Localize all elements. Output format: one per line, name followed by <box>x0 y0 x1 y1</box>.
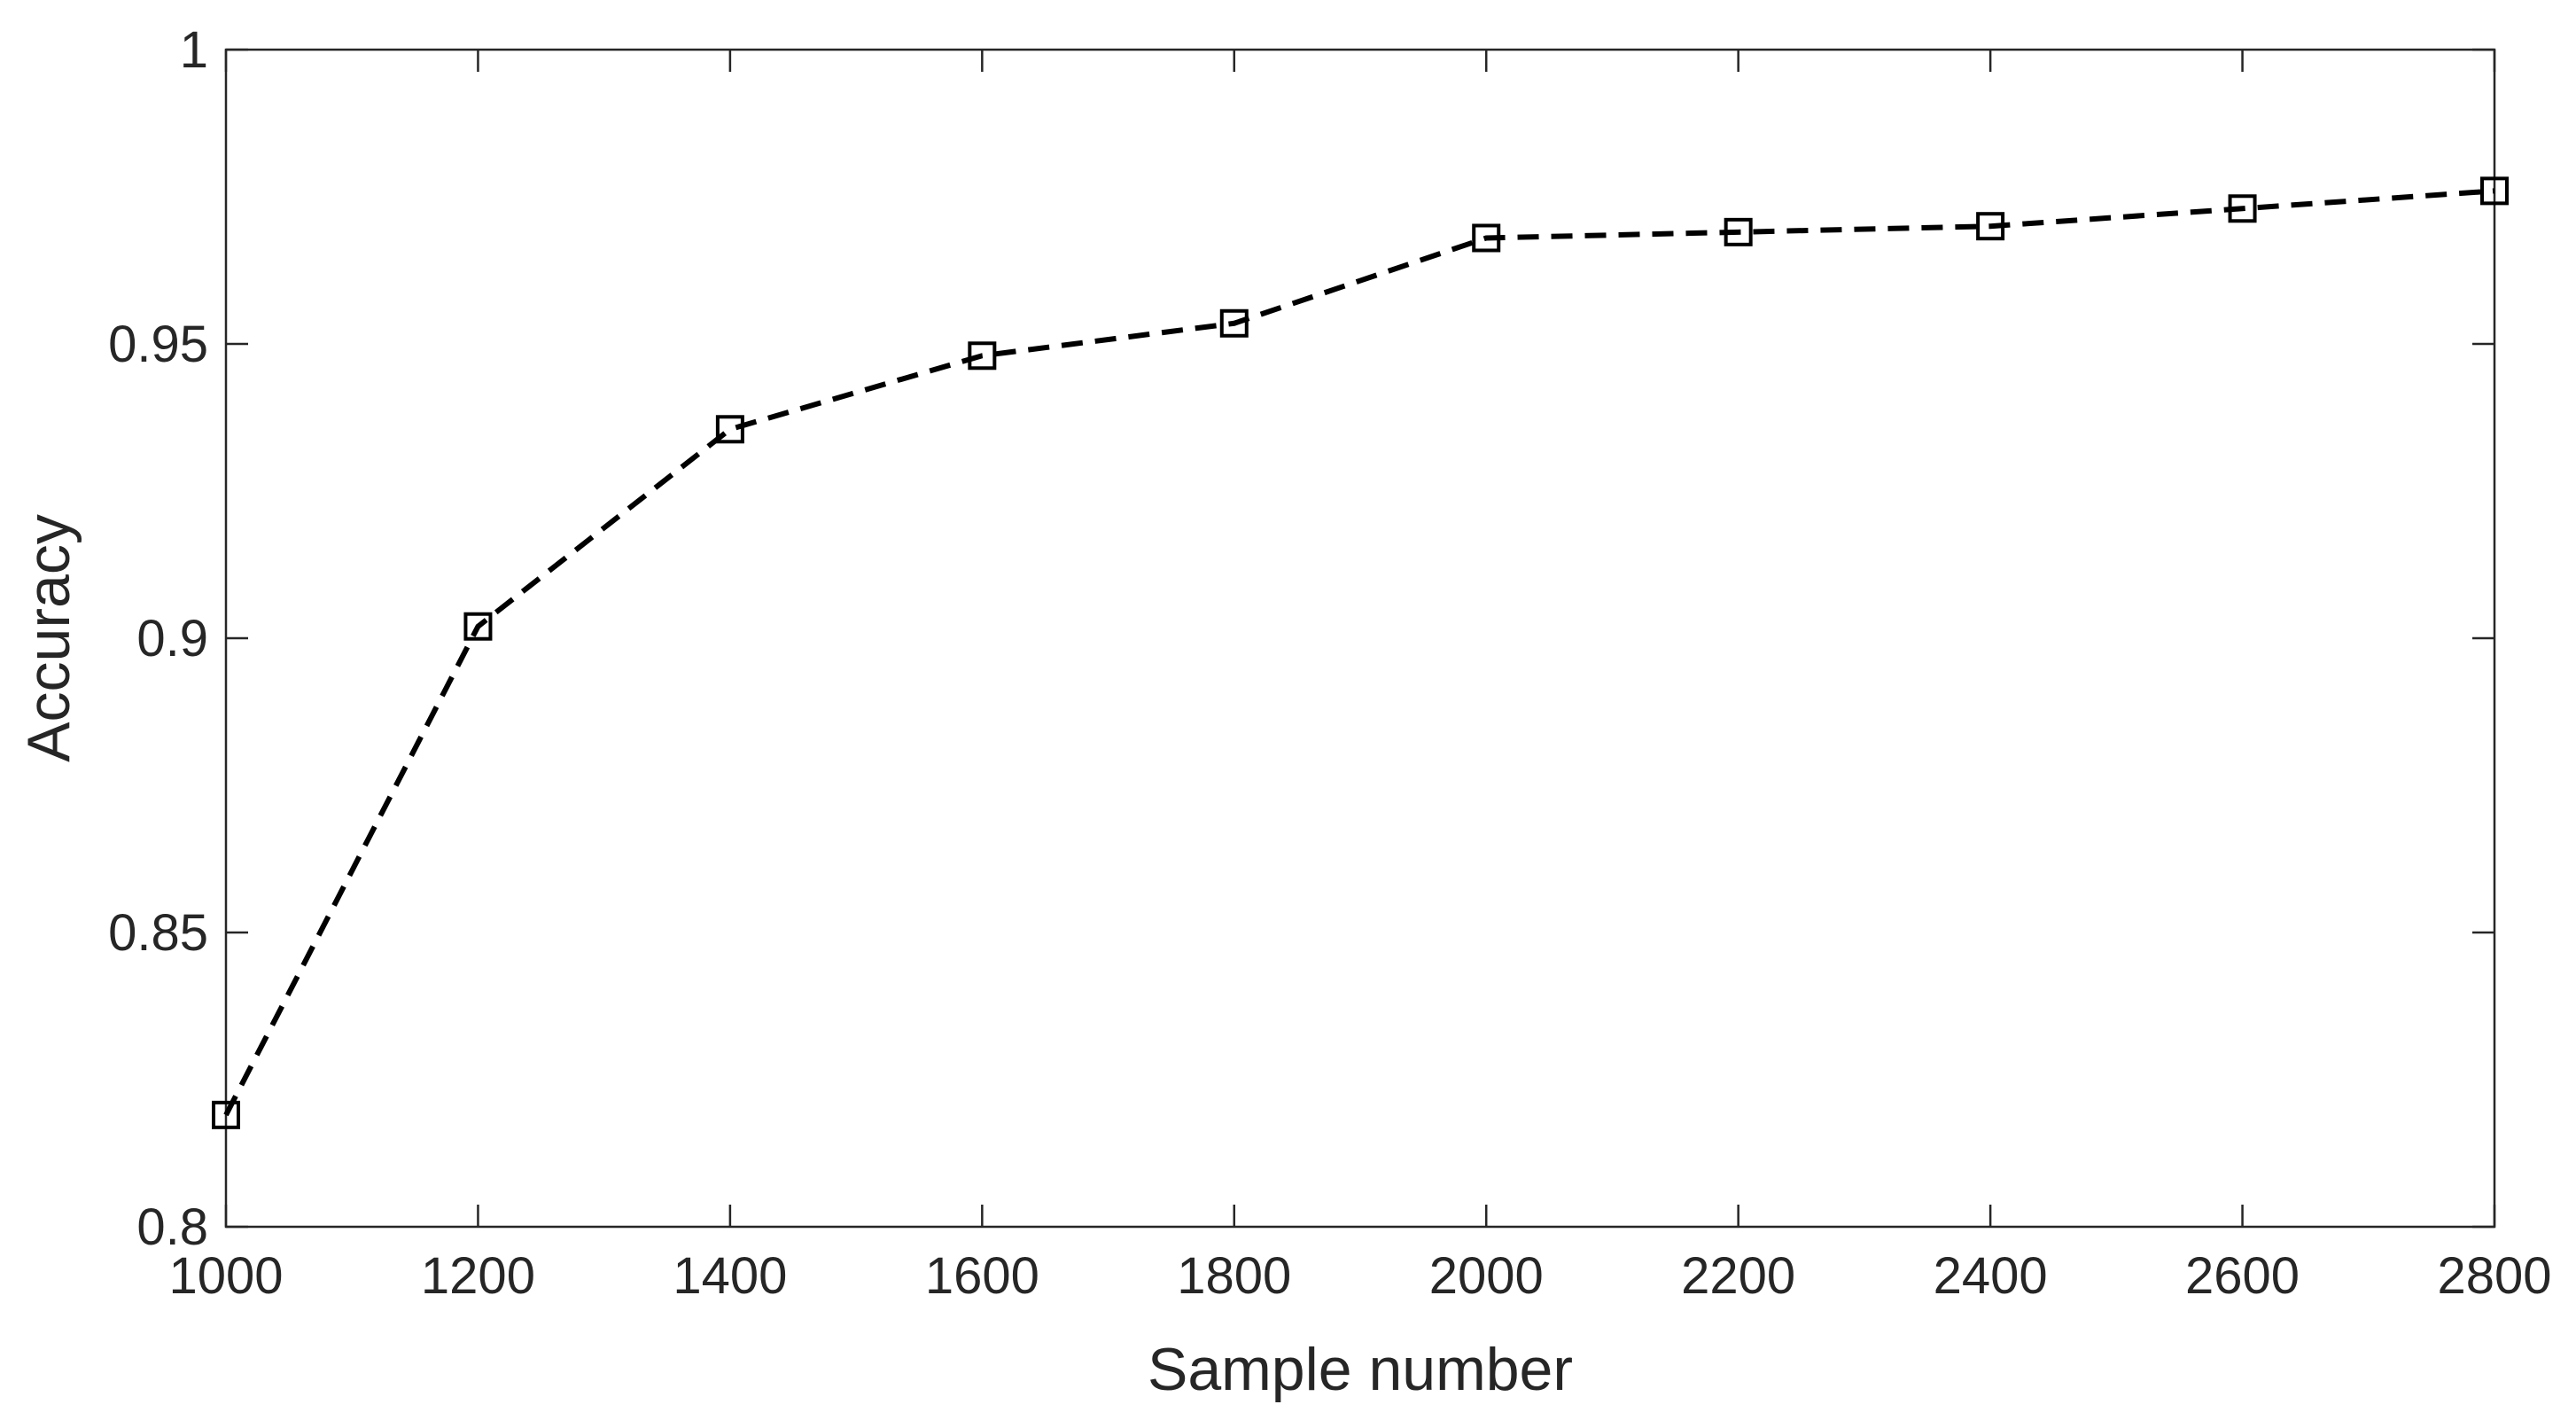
x-tick-label: 1400 <box>673 1247 787 1305</box>
data-point-marker <box>463 612 493 641</box>
x-axis-label: Sample number <box>1148 1336 1573 1403</box>
data-point-marker <box>715 415 744 444</box>
x-tick-label: 1600 <box>925 1247 1039 1305</box>
y-tick-label: 0.8 <box>136 1198 208 1256</box>
data-point-marker <box>212 1100 240 1129</box>
y-axis-ticks: 0.8 0.85 0.9 0.95 1 <box>108 21 2494 1256</box>
series-line <box>223 188 2495 1117</box>
x-tick-label: 2000 <box>1429 1247 1544 1305</box>
data-point-marker <box>1724 217 1753 246</box>
data-point-marker <box>968 341 997 371</box>
x-axis-ticks: 1000 1200 1400 1600 1800 2000 2200 2400 2600 2800 <box>168 50 2552 1305</box>
y-tick-label: 0.85 <box>108 904 208 962</box>
y-axis-label: Accuracy <box>15 514 82 762</box>
data-point-marker <box>1219 308 1249 338</box>
x-tick-label: 1200 <box>421 1247 535 1305</box>
y-tick-label: 0.95 <box>108 316 208 373</box>
y-tick-label: 0.9 <box>136 610 208 667</box>
x-tick-label: 1000 <box>168 1247 283 1305</box>
x-tick-label: 2600 <box>2185 1247 2300 1305</box>
x-tick-label: 1800 <box>1177 1247 1291 1305</box>
data-point-marker <box>2228 194 2257 223</box>
series-group <box>212 176 2509 1129</box>
x-tick-label: 2800 <box>2437 1247 2551 1305</box>
data-point-marker <box>1472 223 1501 253</box>
y-tick-label: 1 <box>180 21 208 79</box>
x-tick-label: 2200 <box>1681 1247 1795 1305</box>
data-point-marker <box>1976 212 2005 241</box>
x-tick-label: 2400 <box>1934 1247 2048 1305</box>
data-point-marker <box>2480 176 2509 206</box>
